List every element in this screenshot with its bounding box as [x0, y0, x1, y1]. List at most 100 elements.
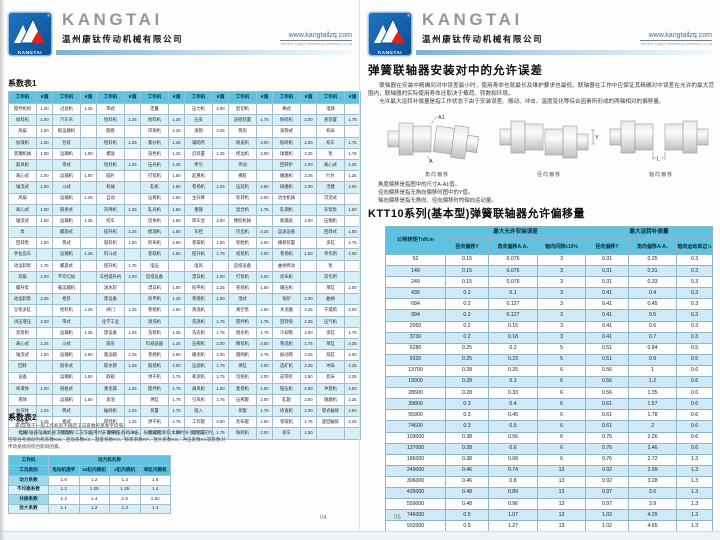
table-cell — [80, 125, 97, 138]
table-cell: 2.00 — [300, 158, 317, 172]
website-subtitle: Wenzhou Kangtai Transmission Machinery C… — [280, 42, 352, 46]
table-cell: 0.41 — [585, 331, 630, 344]
table-cell — [212, 226, 229, 239]
table-cell: 2.72 — [628, 453, 678, 466]
table-cell: 粉碎机 — [272, 114, 301, 127]
table-cell: 干燥筒 — [316, 304, 345, 317]
table-cell: 0.6 — [628, 320, 678, 333]
table-cell: 筒式 — [52, 237, 81, 250]
table-cell — [300, 259, 317, 272]
table-cell: 6 — [536, 364, 587, 378]
brand-wordmark: KANGTAI — [422, 10, 523, 29]
brand-header: ® KANGTAI KANGTAI 温州康钛传动机械有限公司 www.kangt… — [368, 10, 712, 58]
table-cell: 52 — [385, 253, 446, 267]
table-cell: 1.25 — [168, 337, 185, 351]
table-cell: 回转 — [8, 360, 37, 373]
table-cell: 2.00 — [300, 181, 317, 194]
table-cell: 曲柄 — [316, 293, 345, 306]
header-workmachine: 工作机 — [184, 91, 213, 104]
table-cell: 2.00 — [36, 315, 53, 328]
table-cell: 1.25 — [78, 484, 110, 495]
table-cell: 1.50 — [212, 382, 229, 395]
table-cell: 压滤机 — [184, 360, 213, 373]
table-cell: 织布机 — [140, 237, 169, 250]
table-cell: 1.00 — [80, 170, 97, 183]
table-cell: 0.127 — [488, 298, 538, 311]
table-cell: 卷扬机 — [184, 181, 213, 194]
table-row: 2050 0.2 0.15 3 0.41 0.6 0.3 — [385, 320, 714, 333]
table-cell: 0.2 — [445, 320, 489, 333]
figure-caption: 径向偏移 — [536, 172, 561, 178]
table-cell: 验布机 — [272, 270, 301, 284]
table-cell — [36, 248, 53, 261]
table-cell: 卷绕机 — [140, 349, 169, 362]
table-cell: 传动 — [228, 158, 257, 172]
table-cell: 2.50 — [300, 382, 317, 395]
table-cell: 0.6 — [676, 398, 714, 411]
table-cell: 0.4 — [628, 287, 678, 300]
table-cell: 0.3 — [676, 309, 714, 322]
table-cell: 186000 — [385, 453, 446, 466]
coefficient-table2-notes: 表2是基于一般工作机的不确定工况系数的基本平均值。 当联轴器在较高要求或复杂工况下… — [8, 422, 346, 450]
table-cell: 运输机 — [52, 192, 81, 205]
table-cell: 圆片 — [96, 170, 125, 183]
table-cell: 主升降 — [184, 192, 213, 205]
table-cell: 滚水轮 — [96, 281, 125, 295]
header-k-value: K值 — [212, 91, 229, 104]
table-row: 13700 0.28 0.25 6 0.56 1 0.6 — [385, 364, 714, 378]
table-cell — [300, 270, 317, 284]
table-cell: 0.6 — [676, 376, 714, 389]
table-cell: 水泥磨 — [272, 304, 301, 317]
table-cell: 通风机 — [184, 382, 213, 395]
table-cell — [124, 192, 141, 205]
table-cell: 1.75 — [256, 326, 273, 339]
table-cell: 链板式 — [52, 382, 81, 395]
table-cell: 清洗机 — [140, 315, 169, 328]
table-cell: 卷取机 — [184, 237, 213, 250]
table-row: 风扇 运输机 1.25 自动 压榨机 1.50 主升降 轮转机 2.00 冶金机械 可逆式 — [8, 192, 361, 205]
table-cell: 0.25 — [445, 353, 489, 366]
table-cell: 149 — [385, 265, 446, 278]
svg-text:A1: A1 — [438, 115, 445, 121]
coefficient-table1-title: 系数表1 — [8, 79, 37, 88]
table-header-row: 工作机 动力机名称 — [8, 455, 171, 466]
text-line: 允许最大运转补偿量是指工作状态下由于安装误差、振动、冲击、温度变化等综合因素所形… — [379, 99, 665, 106]
table-cell: 和泥机 — [184, 371, 213, 384]
table-cell: 2.00 — [124, 270, 141, 284]
table-cell: 13 — [536, 509, 587, 522]
table-cell: 0.076 — [488, 265, 538, 278]
table-cell — [36, 281, 53, 295]
table-cell — [168, 270, 185, 284]
table-cell: 1.25 — [80, 214, 97, 228]
table-cell: 0.33 — [488, 387, 538, 400]
table-cell: 0.6 — [676, 387, 714, 400]
table-cell: 1.3 — [109, 503, 141, 514]
brand-website-block: www.kangtailzq.com Wenzhou Kangtai Trans… — [640, 32, 712, 46]
table-cell: 3.28 — [628, 475, 678, 488]
website-url: www.kangtailzq.com — [280, 32, 352, 41]
table-cell: 漂白机 — [184, 270, 213, 284]
table-cell: 1.2 — [78, 475, 110, 486]
table-cell: 19900 — [385, 376, 446, 389]
header-radial-offset-install: 径向偏移Y — [445, 238, 489, 255]
table-cell: 0.56 — [488, 431, 538, 444]
table-cell — [124, 125, 141, 138]
table-cell: 辅助传 — [184, 136, 213, 149]
header-condition: 工况类别 — [8, 465, 49, 476]
coefficient-table1-body: 搅拌机构 1.00 过滤机 1.25 带式 定量 压力机 2.00 剪切机 棒式 电梯 加料机 1.00… — [8, 102, 361, 440]
table-cell — [124, 181, 141, 194]
table-cell: 搅拌机 — [140, 382, 169, 395]
table-cell: 0.3 — [676, 331, 714, 344]
table-cell: 共振系数 — [8, 494, 49, 505]
table-row: 动运卸泵 1.75 螺旋式 提升机 1.75 电压 电风 造纸设备 曲柄传动泵 — [8, 259, 361, 272]
text-line: 当联轴器在较高要求或复杂工况下应用时，基于设备机冲击、振动和需要较大瞬时补偿的工… — [19, 430, 218, 435]
text-line: 角度偏移是指图中的尺寸A-A1值。 — [378, 182, 461, 188]
table-cell — [36, 304, 53, 317]
table-cell: 启装置 — [184, 147, 213, 160]
table-cell: 电压 — [140, 259, 169, 272]
table-cell: 卷绕机 — [184, 293, 213, 306]
table-cell: 运输机 — [52, 214, 81, 228]
ktt10-table-head: 公称转矩TnN.m 最大允许安装误差 最大运转补偿量 径向偏移Y 角向偏移A-A… — [385, 226, 714, 255]
table-cell: 装罐机械 — [8, 147, 37, 160]
table-cell: 3 — [536, 331, 587, 344]
